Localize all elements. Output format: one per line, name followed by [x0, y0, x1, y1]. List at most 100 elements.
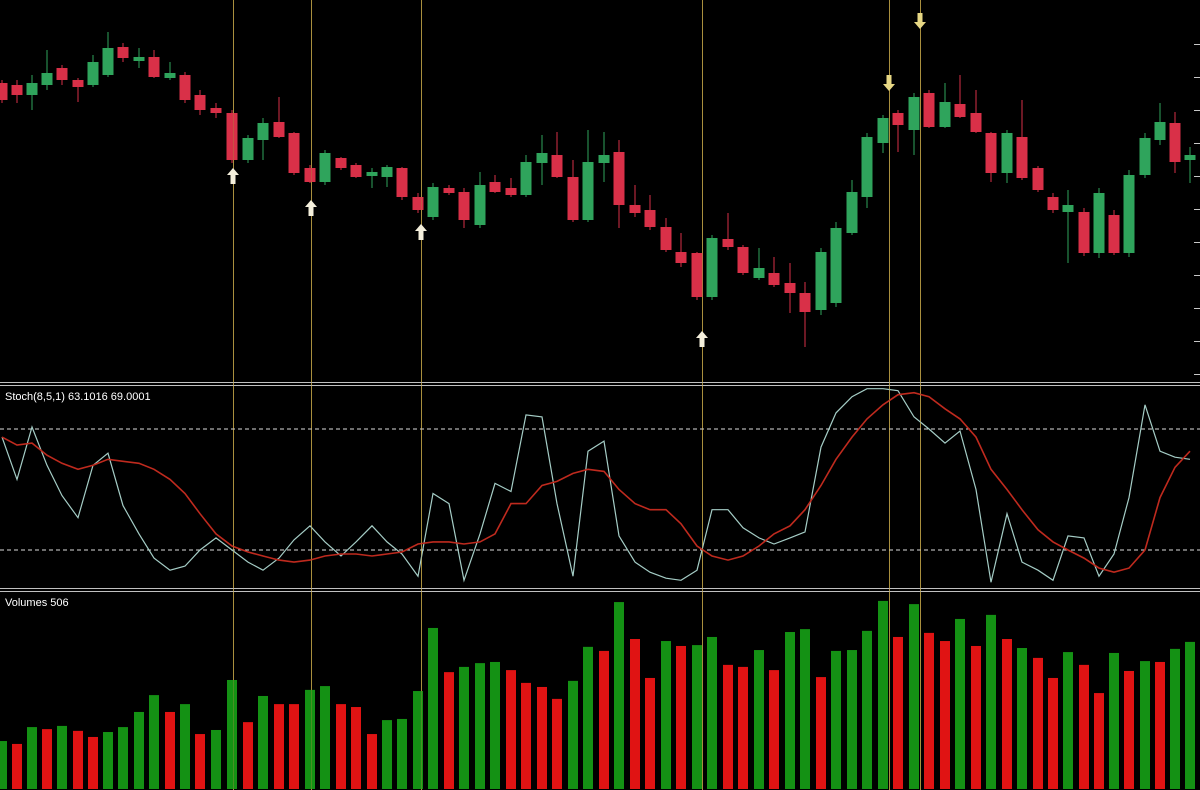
price-scale-tick — [1194, 308, 1200, 309]
candle-wick — [169, 62, 171, 80]
candle-bearish — [117, 47, 129, 58]
volume-bar-down — [289, 704, 299, 789]
candle-bullish — [908, 97, 920, 130]
candle-bearish — [412, 197, 424, 210]
volume-bar-up — [475, 663, 485, 789]
volume-panel[interactable] — [0, 592, 1200, 790]
volume-bar-down — [893, 636, 903, 789]
volume-bar-up — [878, 600, 888, 789]
signal-vertical-line — [421, 0, 422, 790]
volume-bar-up — [227, 679, 237, 789]
candle-wick — [804, 282, 806, 347]
signal-vertical-line-overlay — [889, 0, 890, 790]
sell-arrow-icon — [914, 13, 926, 29]
stoch-indicator-label: Stoch(8,5,1) 63.1016 69.0001 — [5, 391, 151, 403]
price-scale-tick — [1194, 242, 1200, 243]
price-scale-tick — [1194, 77, 1200, 78]
candle-bullish — [861, 137, 873, 197]
candle-bullish — [815, 252, 827, 310]
volume-bar-down — [42, 729, 52, 789]
volume-bar-up — [382, 720, 392, 789]
candle-bearish — [1032, 168, 1044, 190]
volume-bar-down — [351, 707, 361, 789]
volume-bar-down — [336, 704, 346, 789]
candle-wick — [371, 168, 373, 188]
signal-vertical-line-overlay — [421, 0, 422, 790]
candle-bullish — [87, 62, 99, 85]
candle-bearish — [1169, 123, 1181, 162]
panel-divider-line[interactable] — [0, 588, 1200, 589]
volume-bar-down — [769, 670, 779, 789]
volume-bar-up — [1140, 661, 1150, 789]
candle-wick — [46, 50, 48, 90]
candle-bearish — [768, 273, 780, 285]
volume-bar-up — [847, 650, 857, 789]
volume-bar-down — [676, 645, 686, 789]
candle-bearish — [1078, 212, 1090, 253]
buy-arrow-icon — [227, 168, 239, 184]
price-scale-tick — [1194, 341, 1200, 342]
panel-divider-line[interactable] — [0, 382, 1200, 383]
stoch-panel[interactable] — [0, 386, 1200, 586]
candle-bearish — [0, 83, 8, 100]
candle-bearish — [226, 113, 238, 160]
volume-bar-up — [103, 732, 113, 789]
volume-bar-up — [568, 680, 578, 789]
candle-bearish — [660, 227, 672, 250]
candle-bullish — [242, 138, 254, 160]
candle-bearish — [1016, 137, 1028, 178]
volume-bar-down — [506, 670, 516, 789]
volume-bar-up — [320, 686, 330, 789]
volume-bar-up — [661, 641, 671, 789]
volume-bar-up — [1063, 652, 1073, 789]
volume-bar-up — [862, 630, 872, 789]
candle-bearish — [737, 247, 749, 273]
signal-vertical-line-overlay — [233, 0, 234, 790]
candle-wick — [773, 257, 775, 287]
candle-bearish — [396, 168, 408, 197]
candle-bearish — [273, 122, 285, 137]
panel-divider-line[interactable] — [0, 385, 1200, 386]
candle-wick — [975, 90, 977, 133]
price-panel[interactable] — [0, 0, 1200, 381]
volume-bar-up — [614, 602, 624, 789]
candle-bullish — [877, 118, 889, 143]
candle-bearish — [629, 205, 641, 213]
volume-bar-up — [459, 666, 469, 789]
candle-bearish — [799, 293, 811, 312]
candle-bullish — [1139, 138, 1151, 175]
candle-bullish — [536, 153, 548, 163]
volume-bar-up — [397, 718, 407, 789]
volume-bar-up — [1017, 648, 1027, 789]
volume-bar-up — [1185, 641, 1195, 789]
volume-bar-up — [986, 614, 996, 789]
candle-bullish — [381, 167, 393, 177]
volume-bar-down — [367, 734, 377, 789]
panel-divider-line[interactable] — [0, 591, 1200, 592]
volume-bar-up — [57, 725, 67, 789]
candle-bullish — [753, 268, 765, 278]
candle-wick — [1067, 190, 1069, 263]
volume-bar-down — [1155, 661, 1165, 789]
candle-wick — [727, 213, 729, 250]
volume-bar-down — [1033, 657, 1043, 789]
volume-bar-down — [12, 743, 22, 789]
candle-bearish — [11, 85, 23, 95]
candle-bearish — [722, 239, 734, 247]
candle-bullish — [706, 238, 718, 297]
volume-bar-up — [583, 646, 593, 789]
candle-bearish — [644, 210, 656, 227]
candle-wick — [1189, 147, 1191, 183]
candle-bearish — [954, 104, 966, 117]
volume-bar-down — [444, 672, 454, 789]
candle-bullish — [1184, 155, 1196, 160]
stoch-signal-line — [1, 391, 1191, 574]
volume-bar-up — [258, 695, 268, 789]
candle-wick — [758, 248, 760, 280]
candle-bullish — [164, 73, 176, 78]
candle-bullish — [41, 73, 53, 85]
volume-bar-down — [630, 639, 640, 789]
price-scale-tick — [1194, 275, 1200, 276]
candle-bearish — [784, 283, 796, 293]
